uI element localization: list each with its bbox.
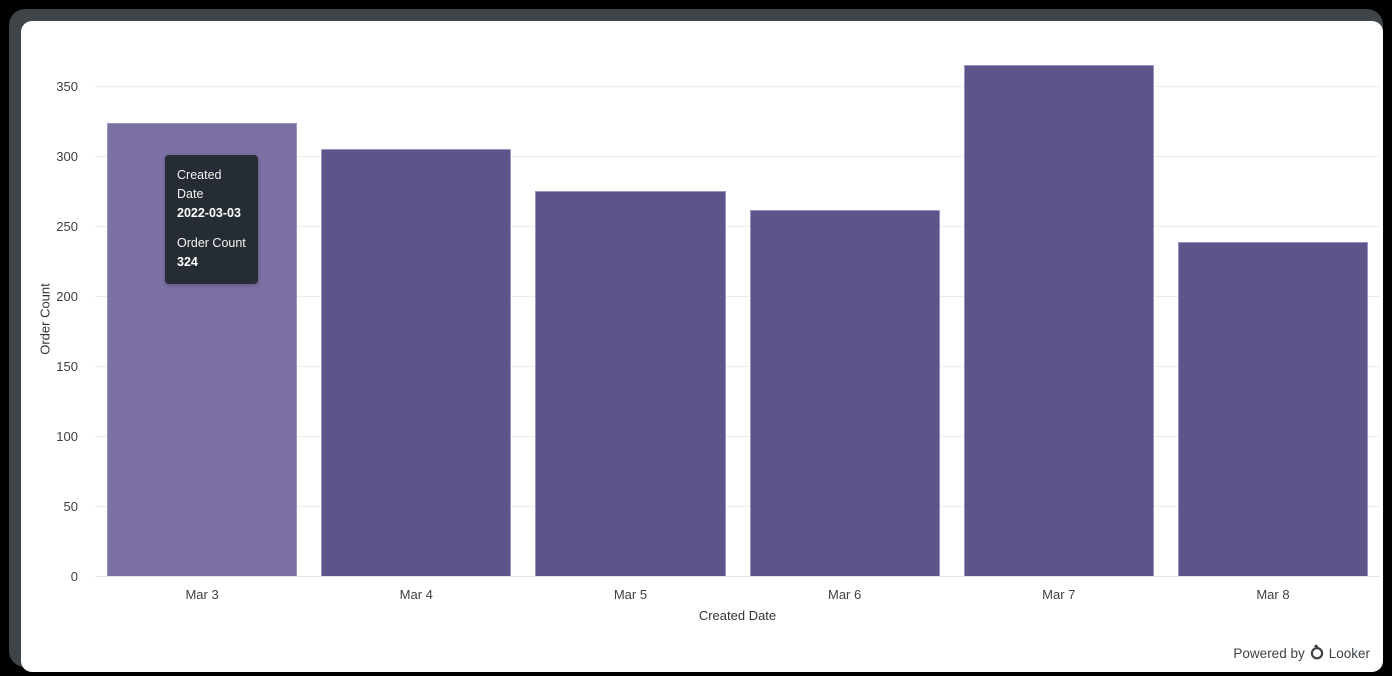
gridline (95, 226, 1380, 227)
category-slot (1166, 52, 1380, 577)
x-tick-label: Mar 7 (1042, 587, 1076, 602)
y-tick-label: 0 (70, 569, 78, 584)
bar-mar-8[interactable] (1177, 242, 1369, 577)
y-tick-label: 200 (56, 289, 78, 304)
x-tick-label: Mar 6 (827, 587, 862, 602)
x-tick-label: Mar 3 (185, 587, 219, 602)
category-slot (952, 52, 1166, 577)
tooltip-spacer (177, 223, 246, 234)
y-tick-label: 150 (56, 359, 78, 374)
x-axis-line (95, 576, 1380, 577)
chart-tooltip: Created Date 2022-03-03 Order Count 324 (165, 155, 258, 284)
y-tick-label: 300 (56, 149, 78, 164)
y-tick-label: 100 (56, 429, 78, 444)
x-axis-title: Created Date (698, 608, 777, 623)
category-slot (95, 52, 309, 577)
bar-mar-7[interactable] (963, 64, 1154, 577)
gridline (95, 436, 1380, 437)
gridline (95, 366, 1380, 367)
tooltip-dimension-label: Created Date (177, 168, 222, 201)
y-tick-label: 250 (56, 219, 78, 234)
bar-mar-4[interactable] (321, 148, 512, 577)
bar-mar-6[interactable] (749, 210, 940, 577)
gridline (95, 156, 1380, 157)
category-slot (523, 52, 737, 577)
powered-by-looker-link[interactable]: Powered by Looker (1233, 643, 1370, 663)
plot-area (95, 52, 1380, 577)
gridline (95, 506, 1380, 507)
looker-logo-icon (1310, 643, 1324, 663)
looker-brand-label: Looker (1328, 645, 1370, 661)
x-axis-labels: Mar 3 Mar 4 Mar 5 Mar 6 Mar 7 Mar 8 (95, 587, 1380, 602)
category-slot (309, 52, 523, 577)
powered-by-label: Powered by (1233, 645, 1305, 661)
tooltip-measure-value: 324 (177, 255, 198, 269)
category-slot (738, 52, 952, 577)
gridline (95, 86, 1380, 87)
tooltip-dimension-value: 2022-03-03 (177, 206, 241, 220)
tooltip-measure-label: Order Count (177, 236, 246, 250)
bar-series (95, 52, 1380, 577)
gridline (95, 296, 1380, 297)
bar-mar-5[interactable] (535, 190, 726, 577)
y-tick-label: 350 (56, 79, 78, 94)
x-tick-label: Mar 8 (1256, 587, 1290, 602)
x-tick-label: Mar 5 (613, 587, 648, 602)
y-tick-label: 50 (63, 499, 78, 514)
x-tick-label: Mar 4 (399, 587, 433, 602)
